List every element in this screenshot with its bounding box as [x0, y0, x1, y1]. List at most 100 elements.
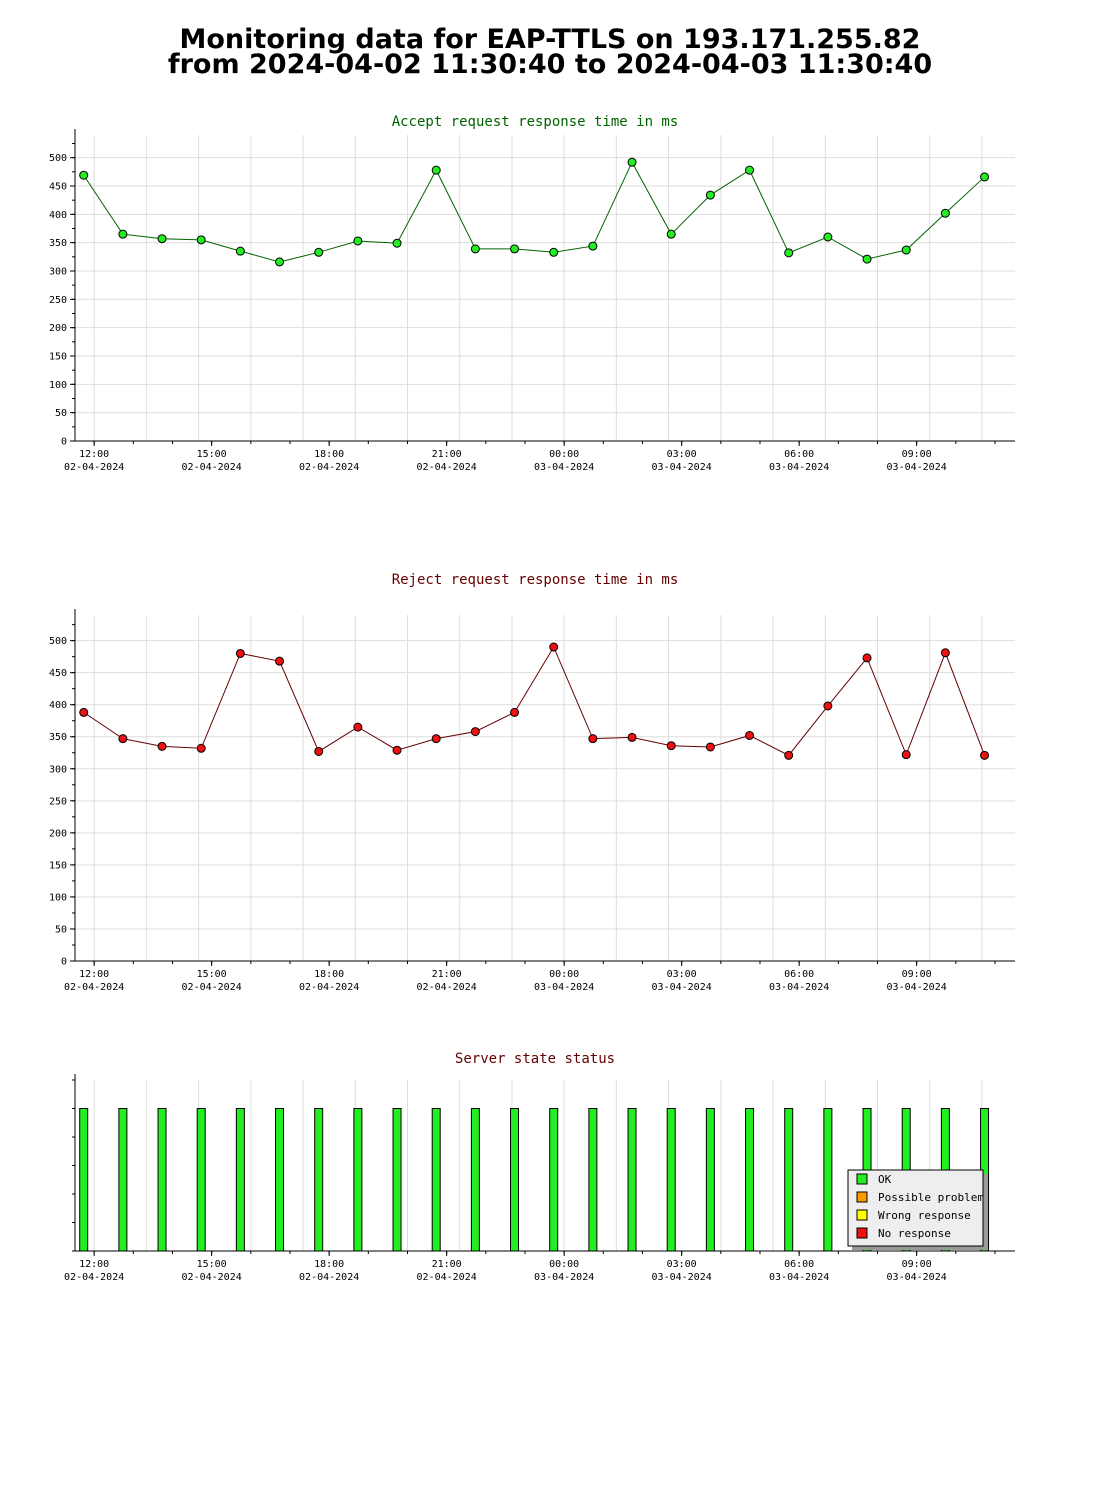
legend-label: Possible problem [878, 1191, 984, 1204]
x-tick-time-label: 06:00 [784, 449, 814, 460]
x-tick-time-label: 00:00 [549, 449, 579, 460]
x-tick-time-label: 21:00 [432, 969, 462, 980]
y-tick-label: 250 [49, 796, 67, 807]
data-point [79, 170, 89, 180]
x-tick-date-label: 03-04-2024 [769, 1272, 829, 1283]
x-tick-date-label: 03-04-2024 [534, 462, 594, 473]
data-point [940, 648, 950, 658]
status-bar [392, 1108, 402, 1252]
data-point [353, 722, 363, 732]
x-tick-time-label: 12:00 [79, 449, 109, 460]
data-point [823, 232, 833, 242]
data-point [666, 229, 676, 239]
data-point [784, 248, 794, 258]
x-tick-date-label: 03-04-2024 [769, 982, 829, 993]
data-point [353, 236, 363, 246]
series-line [83, 161, 985, 263]
x-tick-date-label: 02-04-2024 [299, 462, 359, 473]
y-tick-label: 400 [49, 700, 67, 711]
data-point [627, 732, 637, 742]
x-tick-time-label: 15:00 [197, 449, 227, 460]
series-line [83, 645, 986, 757]
data-point [980, 750, 990, 760]
x-tick-date-label: 03-04-2024 [769, 462, 829, 473]
data-point [980, 172, 990, 182]
status-bar [196, 1108, 206, 1252]
status-bar [627, 1108, 637, 1252]
data-point [470, 727, 480, 737]
x-tick-date-label: 02-04-2024 [417, 982, 477, 993]
data-point [196, 743, 206, 753]
status-bar [705, 1108, 715, 1252]
x-tick-date-label: 02-04-2024 [182, 462, 242, 473]
x-tick-time-label: 00:00 [549, 1259, 579, 1270]
status-bar [588, 1108, 598, 1252]
data-point [627, 157, 637, 167]
y-tick-label: 350 [49, 238, 67, 249]
y-tick-label: 450 [49, 668, 67, 679]
x-tick-date-label: 02-04-2024 [64, 982, 124, 993]
x-tick-date-label: 03-04-2024 [887, 462, 947, 473]
status-bar [157, 1108, 167, 1252]
status-bar [666, 1108, 676, 1252]
chart-title: Reject request response time in ms [392, 572, 679, 588]
data-point [666, 741, 676, 751]
y-tick-label: 150 [49, 352, 67, 363]
data-point [549, 642, 559, 652]
status-bar [510, 1108, 520, 1252]
status-bar [823, 1108, 833, 1252]
reject-response-time-chart: 0 50 100 150 200 250 300 350 400 450 500 12:00 02-04… [49, 572, 1015, 993]
x-tick-time-label: 03:00 [667, 449, 697, 460]
x-tick-time-label: 03:00 [667, 1259, 697, 1270]
x-tick-time-label: 09:00 [902, 449, 932, 460]
status-bar [470, 1108, 480, 1252]
data-point [705, 742, 715, 752]
data-point [705, 190, 715, 200]
x-tick-date-label: 02-04-2024 [64, 1272, 124, 1283]
status-bar [784, 1108, 794, 1252]
data-point [862, 254, 872, 264]
page-title-line-2: from 2024-04-02 11:30:40 to 2024-04-03 1… [167, 49, 933, 80]
data-point [588, 734, 598, 744]
data-point [157, 234, 167, 244]
y-tick-label: 350 [49, 732, 67, 743]
data-point [431, 165, 441, 175]
y-tick-label: 100 [49, 380, 67, 391]
legend: OK Possible problem Wrong response No respo… [847, 1169, 987, 1250]
data-point [275, 257, 285, 267]
data-point [784, 750, 794, 760]
y-tick-label: 250 [49, 295, 67, 306]
data-point [157, 741, 167, 751]
status-bar [431, 1108, 441, 1252]
data-point [431, 734, 441, 744]
data-point [510, 707, 520, 717]
data-point [235, 246, 245, 256]
x-tick-time-label: 09:00 [902, 1259, 932, 1270]
status-bar [235, 1108, 245, 1252]
y-tick-label: 50 [55, 408, 67, 419]
data-point [745, 730, 755, 740]
y-tick-label: 0 [61, 437, 67, 448]
x-tick-date-label: 02-04-2024 [417, 462, 477, 473]
x-tick-time-label: 06:00 [784, 1259, 814, 1270]
y-tick-label: 500 [49, 636, 67, 647]
data-point [940, 208, 950, 218]
y-tick-label: 100 [49, 892, 67, 903]
status-bar [118, 1108, 128, 1252]
data-point [901, 750, 911, 760]
data-point [118, 229, 128, 239]
y-tick-label: 300 [49, 267, 67, 278]
x-tick-date-label: 02-04-2024 [299, 1272, 359, 1283]
x-tick-date-label: 02-04-2024 [182, 1272, 242, 1283]
chart-title: Accept request response time in ms [392, 114, 679, 130]
legend-swatch [856, 1227, 868, 1239]
y-tick-label: 0 [61, 957, 67, 968]
x-tick-time-label: 18:00 [314, 449, 344, 460]
chart-title: Server state status [455, 1051, 615, 1067]
data-point [275, 656, 285, 666]
x-tick-time-label: 09:00 [902, 969, 932, 980]
x-tick-date-label: 03-04-2024 [887, 1272, 947, 1283]
y-tick-label: 200 [49, 323, 67, 334]
y-tick-label: 500 [49, 153, 67, 164]
data-point [392, 238, 402, 248]
